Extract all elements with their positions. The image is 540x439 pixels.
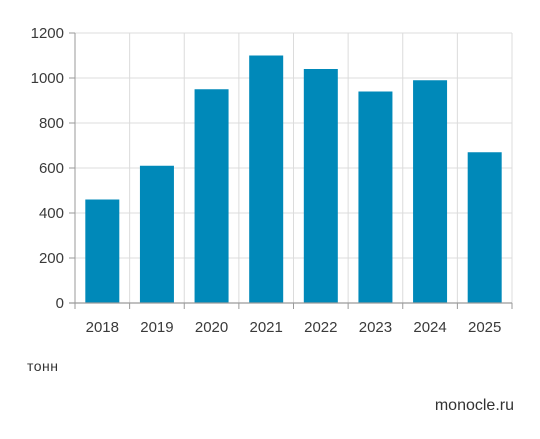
bar-2024 bbox=[413, 80, 448, 303]
bars bbox=[85, 55, 502, 303]
x-tick-label-2018: 2018 bbox=[86, 319, 119, 336]
bar-2018 bbox=[85, 199, 120, 303]
x-tick-label-2021: 2021 bbox=[250, 319, 283, 336]
y-tick-label-600: 600 bbox=[39, 160, 64, 177]
axes bbox=[69, 32, 513, 309]
grid-lines bbox=[75, 32, 513, 303]
bar-2021 bbox=[249, 55, 284, 303]
bar-2023 bbox=[358, 91, 393, 303]
x-tick-label-2022: 2022 bbox=[304, 319, 337, 336]
y-tick-label-400: 400 bbox=[39, 205, 64, 222]
x-tick-label-2025: 2025 bbox=[468, 319, 501, 336]
bar-2019 bbox=[139, 165, 174, 303]
y-tick-label-0: 0 bbox=[56, 295, 64, 312]
y-tick-labels: 0 200 400 600 800 1000 1200 bbox=[31, 25, 64, 312]
y-tick-label-800: 800 bbox=[39, 115, 64, 132]
unit-label: тонн bbox=[27, 358, 59, 374]
y-tick-label-200: 200 bbox=[39, 250, 64, 267]
bar-2022 bbox=[303, 69, 338, 303]
source-label: monocle.ru bbox=[434, 397, 514, 414]
x-tick-label-2019: 2019 bbox=[140, 319, 173, 336]
bar-2025 bbox=[467, 152, 502, 303]
y-tick-label-1200: 1200 bbox=[31, 25, 64, 42]
x-tick-label-2023: 2023 bbox=[359, 319, 392, 336]
y-tick-label-1000: 1000 bbox=[31, 70, 64, 87]
x-tick-label-2024: 2024 bbox=[413, 319, 446, 336]
bar-2020 bbox=[194, 89, 229, 303]
x-tick-label-2020: 2020 bbox=[195, 319, 228, 336]
x-tick-labels: 2018 2019 2020 2021 2022 2023 2024 2025 bbox=[86, 319, 502, 336]
